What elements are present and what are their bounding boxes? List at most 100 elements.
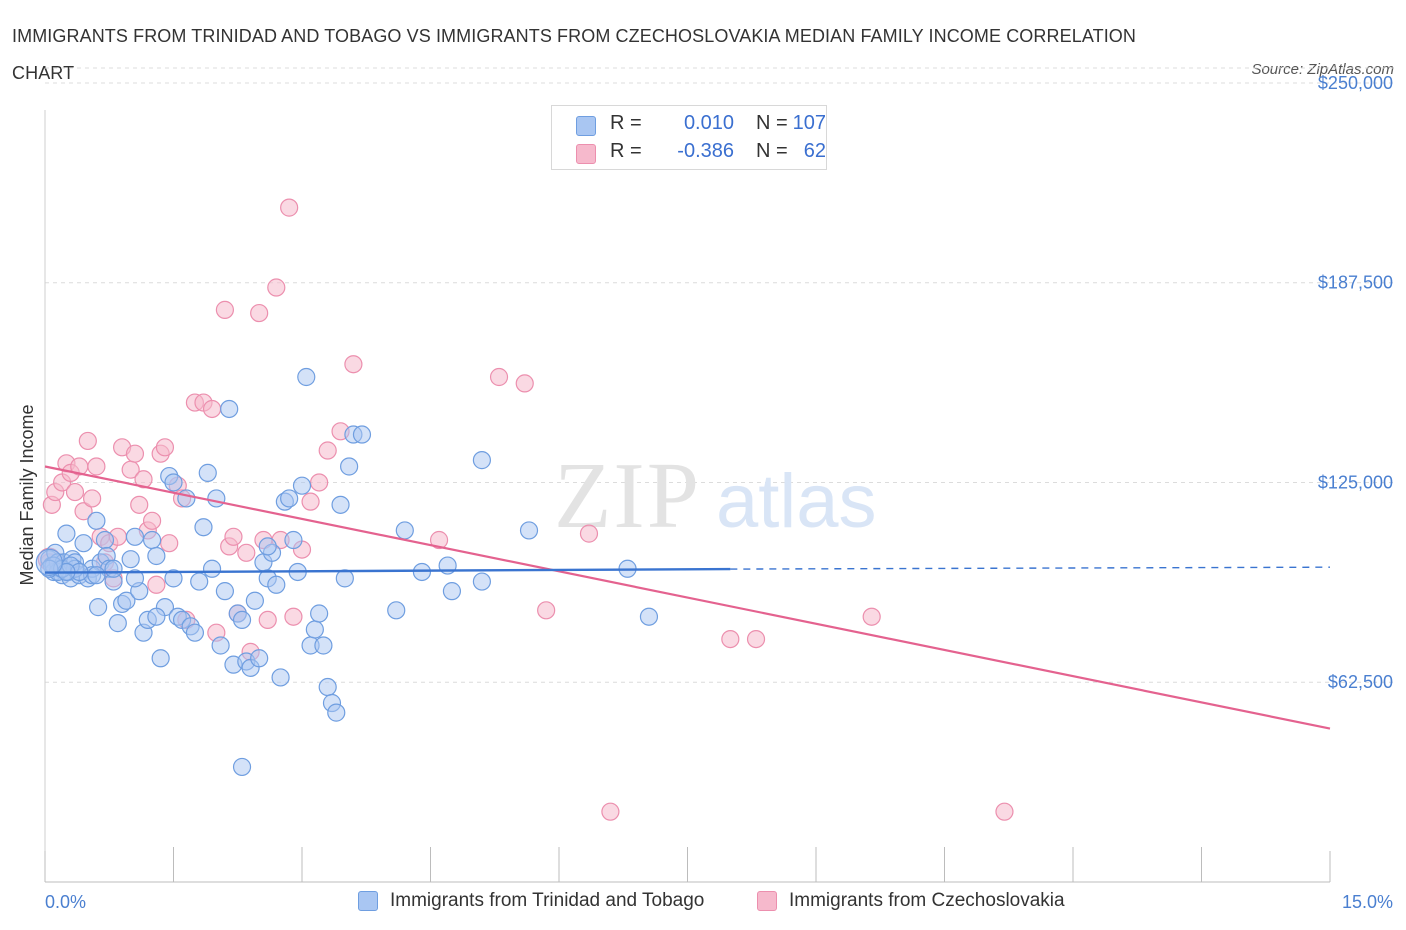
data-point-czechoslovakia bbox=[258, 610, 277, 630]
trend-line-czechoslovakia bbox=[44, 465, 1331, 730]
x-ticks bbox=[44, 847, 1331, 882]
data-point-trinidad bbox=[250, 649, 269, 668]
data-point-czechoslovakia bbox=[125, 444, 145, 463]
data-point-trinidad bbox=[395, 521, 414, 540]
legend-n-value: 107 bbox=[792, 112, 826, 134]
data-point-trinidad bbox=[35, 548, 63, 576]
data-point-czechoslovakia bbox=[237, 543, 256, 562]
source-label: Source: ZipAtlas.com bbox=[1251, 61, 1394, 78]
legend-n-label: N = bbox=[756, 140, 788, 162]
data-point-trinidad bbox=[472, 572, 491, 591]
data-point-czechoslovakia bbox=[489, 367, 509, 387]
watermark-atlas: atlas bbox=[716, 459, 877, 544]
x-tick-label: 0.0% bbox=[45, 892, 86, 912]
data-point-trinidad bbox=[327, 703, 346, 722]
data-point-trinidad bbox=[121, 550, 140, 569]
data-point-trinidad bbox=[164, 473, 183, 492]
legend-r-value: -0.386 bbox=[677, 140, 734, 162]
watermark: ZIP atlas bbox=[554, 444, 877, 548]
data-point-trinidad bbox=[151, 649, 170, 668]
data-point-trinidad bbox=[639, 607, 659, 626]
legend-swatch-blue bbox=[576, 116, 596, 136]
data-point-trinidad bbox=[412, 562, 432, 582]
y-tick-label: $62,500 bbox=[1328, 672, 1393, 692]
legend-item-label: Immigrants from Trinidad and Tobago bbox=[390, 890, 705, 911]
data-point-trinidad bbox=[220, 399, 239, 419]
data-point-trinidad bbox=[194, 518, 213, 537]
trend-line-trinidad-extension bbox=[730, 566, 1331, 570]
data-point-czechoslovakia bbox=[344, 355, 363, 374]
data-point-czechoslovakia bbox=[155, 438, 175, 457]
y-tick-labels: $62,500 $125,000 $187,500 $250,000 bbox=[1318, 73, 1393, 692]
data-point-trinidad bbox=[310, 604, 329, 623]
data-point-czechoslovakia bbox=[78, 431, 97, 451]
data-point-trinidad bbox=[198, 463, 217, 482]
data-point-czechoslovakia bbox=[130, 495, 149, 514]
data-point-trinidad bbox=[177, 489, 196, 508]
legend-r-value: 0.010 bbox=[683, 112, 734, 134]
trend-lines bbox=[44, 465, 1331, 730]
data-point-trinidad bbox=[142, 530, 162, 550]
legend-n-value: 62 bbox=[803, 140, 826, 162]
data-point-czechoslovakia bbox=[250, 303, 269, 323]
data-point-trinidad bbox=[267, 575, 286, 594]
data-point-czechoslovakia bbox=[83, 489, 102, 508]
series-trinidad-points bbox=[35, 367, 659, 777]
data-point-trinidad bbox=[147, 607, 166, 626]
data-point-trinidad bbox=[280, 489, 299, 508]
data-point-czechoslovakia bbox=[310, 473, 329, 492]
data-point-czechoslovakia bbox=[267, 278, 286, 297]
chart-title: IMMIGRANTS FROM TRINIDAD AND TOBAGO VS I… bbox=[12, 26, 1136, 83]
data-point-trinidad bbox=[232, 757, 252, 777]
legend-r-label: R = bbox=[610, 112, 642, 134]
stats-legend: R = 0.010 N = 107 R = -0.386 N = 62 bbox=[551, 105, 827, 170]
legend-swatch-pink bbox=[757, 891, 777, 911]
data-point-trinidad bbox=[57, 524, 76, 543]
data-point-czechoslovakia bbox=[160, 534, 179, 553]
data-point-trinidad bbox=[352, 425, 372, 444]
data-point-trinidad bbox=[164, 569, 183, 588]
data-point-trinidad bbox=[245, 591, 264, 610]
data-point-czechoslovakia bbox=[601, 802, 620, 821]
data-point-trinidad bbox=[74, 534, 93, 553]
y-tick-label: $187,500 bbox=[1318, 273, 1393, 293]
y-axis-label: Median Family Income bbox=[17, 404, 37, 585]
data-point-trinidad bbox=[215, 582, 234, 601]
trend-line-trinidad bbox=[44, 567, 731, 574]
data-point-czechoslovakia bbox=[579, 524, 599, 543]
data-point-trinidad bbox=[387, 601, 406, 620]
data-point-trinidad bbox=[292, 476, 312, 495]
legend-n-label: N = bbox=[756, 112, 788, 134]
data-point-czechoslovakia bbox=[280, 198, 299, 217]
legend-r-label: R = bbox=[610, 140, 642, 162]
data-point-trinidad bbox=[232, 610, 252, 630]
data-point-czechoslovakia bbox=[318, 441, 337, 460]
data-point-czechoslovakia bbox=[142, 511, 162, 530]
data-point-czechoslovakia bbox=[862, 607, 881, 626]
y-tick-label: $125,000 bbox=[1318, 472, 1393, 492]
data-point-trinidad bbox=[472, 451, 491, 470]
data-point-czechoslovakia bbox=[515, 374, 534, 393]
data-point-trinidad bbox=[125, 527, 145, 546]
data-point-czechoslovakia bbox=[147, 575, 166, 594]
data-point-trinidad bbox=[211, 636, 230, 655]
x-tick-labels: 0.0% 15.0% bbox=[45, 892, 1393, 912]
data-point-trinidad bbox=[318, 677, 337, 697]
data-point-czechoslovakia bbox=[74, 502, 93, 521]
data-point-czechoslovakia bbox=[995, 802, 1014, 821]
data-point-trinidad bbox=[314, 636, 333, 655]
data-point-czechoslovakia bbox=[284, 607, 303, 626]
x-tick-label: 15.0% bbox=[1342, 892, 1393, 912]
data-point-trinidad bbox=[284, 530, 303, 550]
data-point-trinidad bbox=[185, 623, 205, 642]
data-point-trinidad bbox=[297, 367, 316, 387]
data-point-trinidad bbox=[147, 546, 166, 566]
series-legend: Immigrants from Trinidad and Tobago Immi… bbox=[0, 888, 1406, 918]
data-point-czechoslovakia bbox=[134, 470, 153, 489]
data-point-czechoslovakia bbox=[537, 601, 556, 620]
data-point-trinidad bbox=[519, 521, 539, 540]
data-point-trinidad bbox=[442, 582, 462, 601]
data-point-czechoslovakia bbox=[65, 482, 85, 502]
data-point-trinidad bbox=[95, 530, 115, 550]
